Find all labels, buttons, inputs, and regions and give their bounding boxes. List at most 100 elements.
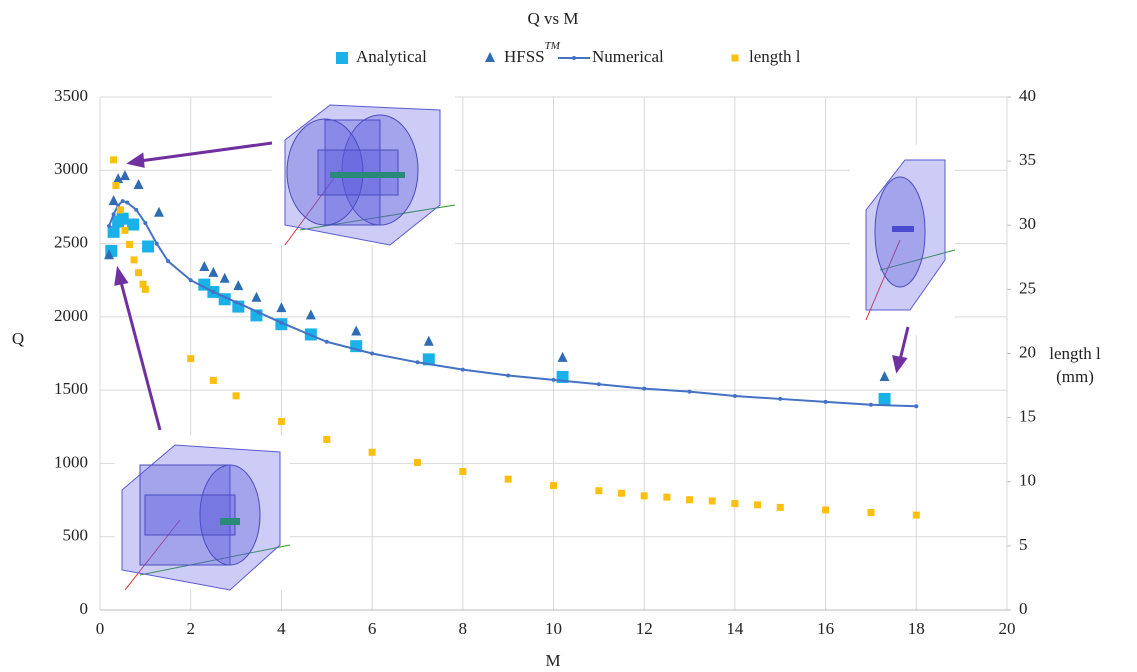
square-marker	[127, 219, 139, 231]
square-marker	[112, 182, 119, 189]
triangle-marker	[199, 261, 209, 271]
line-marker	[552, 378, 556, 382]
line-marker	[506, 373, 510, 377]
line-marker	[869, 403, 873, 407]
line-marker	[824, 400, 828, 404]
y-tick-label: 2000	[54, 306, 88, 325]
line-marker	[325, 340, 329, 344]
y2-axis-label: (mm)	[1056, 367, 1094, 386]
legend-text: Analytical	[356, 47, 427, 66]
x-tick-label: 20	[999, 619, 1016, 638]
legend-label: HFSSTM	[504, 40, 561, 66]
x-axis-label: M	[545, 651, 560, 670]
legend-label: Analytical	[356, 47, 427, 66]
square-marker	[110, 156, 117, 163]
line-marker	[155, 242, 159, 246]
line-marker	[257, 310, 261, 314]
square-marker	[187, 355, 194, 362]
line-marker	[279, 321, 283, 325]
x-tick-label: 4	[277, 619, 286, 638]
triangle-marker	[109, 195, 119, 205]
square-marker	[142, 241, 154, 253]
y2-tick-label: 35	[1019, 150, 1036, 169]
line-marker	[107, 224, 111, 228]
y-tick-label: 3500	[54, 86, 88, 105]
square-marker	[336, 52, 348, 64]
chart: Q vs M M Q length l (mm) 050010001500200…	[0, 0, 1137, 672]
callout-arrows	[116, 143, 908, 430]
y2-tick-label: 5	[1019, 535, 1028, 554]
line-marker	[597, 382, 601, 386]
line-marker	[733, 394, 737, 398]
triangle-marker	[880, 371, 890, 381]
square-marker	[142, 286, 149, 293]
square-marker	[135, 269, 142, 276]
inset-pin	[892, 226, 914, 232]
square-marker	[210, 377, 217, 384]
y-axis-label: Q	[12, 329, 24, 348]
square-marker	[879, 393, 891, 405]
line-marker	[166, 259, 170, 263]
square-marker	[641, 492, 648, 499]
callout-arrow	[140, 143, 272, 161]
legend-superscript: TM	[545, 40, 561, 52]
line-marker	[914, 404, 918, 408]
inset-render	[115, 92, 955, 590]
line-marker	[415, 360, 419, 364]
square-marker	[550, 482, 557, 489]
square-marker	[595, 487, 602, 494]
square-marker	[663, 494, 670, 501]
line-marker	[778, 397, 782, 401]
y-tick-label: 500	[63, 526, 89, 545]
square-marker	[131, 256, 138, 263]
triangle-marker	[251, 292, 261, 302]
square-marker	[117, 213, 129, 225]
line-marker	[189, 278, 193, 282]
line-marker	[143, 221, 147, 225]
x-tick-label: 14	[726, 619, 744, 638]
legend-text: HFSS	[504, 47, 545, 66]
square-marker	[278, 418, 285, 425]
inset-cylinder	[145, 495, 235, 535]
square-marker	[777, 504, 784, 511]
line-marker	[211, 290, 215, 294]
square-marker	[126, 241, 133, 248]
y-tick-label: 1500	[54, 379, 88, 398]
line-marker	[121, 199, 125, 203]
y2-axis-label: length l	[1049, 344, 1101, 363]
line-marker	[572, 56, 576, 60]
triangle-marker	[424, 336, 434, 346]
line-marker	[461, 368, 465, 372]
arrowhead	[116, 270, 126, 284]
square-marker	[618, 490, 625, 497]
line-marker	[688, 390, 692, 394]
triangle-marker	[134, 179, 144, 189]
square-marker	[414, 459, 421, 466]
legend-text: length l	[749, 47, 801, 66]
x-tick-label: 10	[545, 619, 562, 638]
triangle-marker	[233, 280, 243, 290]
triangle-marker	[558, 352, 568, 362]
y2-tick-label: 20	[1019, 342, 1036, 361]
inset-pin	[220, 518, 240, 525]
square-marker	[117, 206, 124, 213]
y-tick-label: 1000	[54, 452, 88, 471]
square-marker	[709, 497, 716, 504]
y-tick-label: 3000	[54, 159, 88, 178]
line-marker	[370, 352, 374, 356]
square-marker	[505, 476, 512, 483]
legend-text: Numerical	[592, 47, 664, 66]
y2-tick-label: 10	[1019, 471, 1036, 490]
square-marker	[867, 509, 874, 516]
x-tick-label: 6	[368, 619, 377, 638]
triangle-marker	[306, 309, 316, 319]
y2-tick-label: 0	[1019, 599, 1028, 618]
line-marker	[134, 208, 138, 212]
y-tick-label: 0	[80, 599, 89, 618]
triangle-marker	[351, 326, 361, 336]
legend-label: length l	[749, 47, 801, 66]
square-marker	[731, 500, 738, 507]
x-tick-label: 12	[636, 619, 653, 638]
x-tick-label: 2	[186, 619, 195, 638]
square-marker	[323, 436, 330, 443]
